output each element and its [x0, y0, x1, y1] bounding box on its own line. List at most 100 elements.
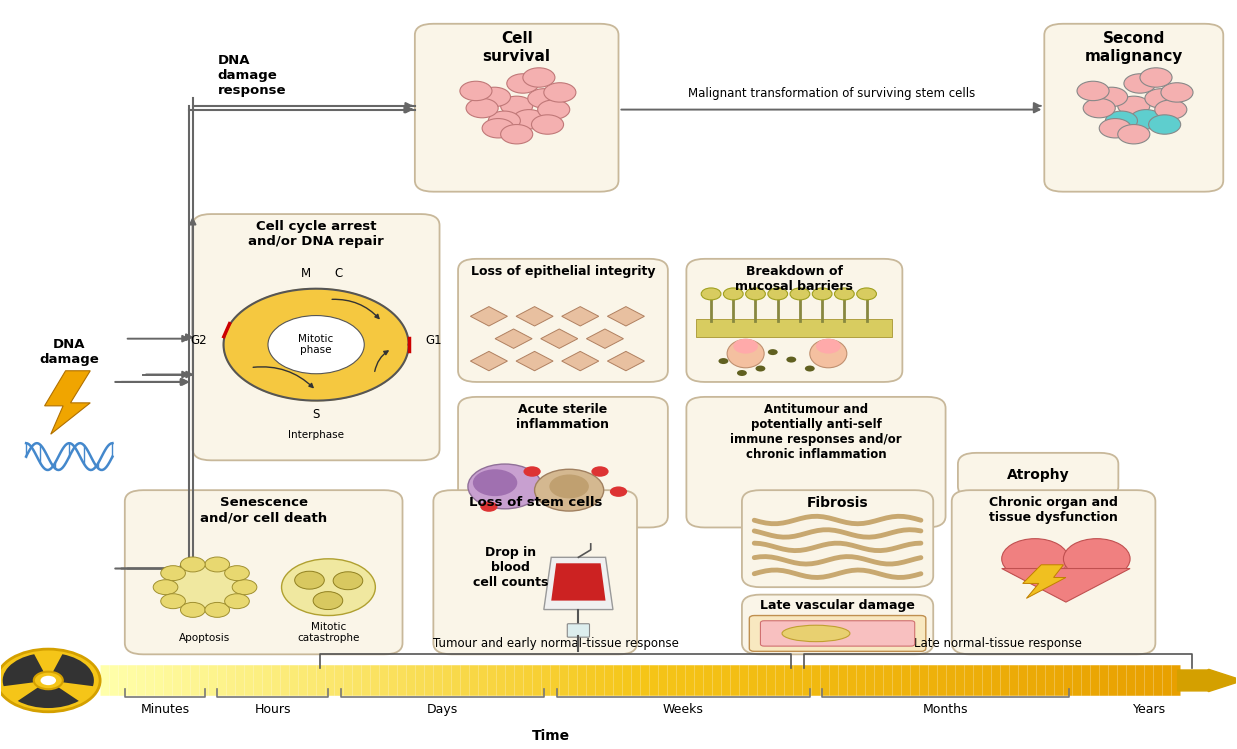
Text: G1: G1 — [426, 334, 442, 348]
FancyBboxPatch shape — [687, 259, 902, 382]
Circle shape — [489, 111, 521, 130]
FancyBboxPatch shape — [951, 490, 1155, 655]
Circle shape — [1064, 539, 1131, 579]
Circle shape — [501, 124, 533, 144]
Circle shape — [1106, 111, 1138, 130]
Ellipse shape — [810, 339, 847, 368]
Circle shape — [1084, 98, 1116, 118]
Circle shape — [538, 100, 570, 119]
Circle shape — [268, 315, 364, 374]
Circle shape — [225, 594, 250, 609]
Circle shape — [591, 467, 609, 476]
Circle shape — [813, 288, 833, 300]
Circle shape — [528, 88, 560, 108]
Circle shape — [161, 594, 186, 609]
Circle shape — [1100, 118, 1132, 138]
Circle shape — [501, 96, 533, 115]
Circle shape — [544, 82, 576, 102]
Circle shape — [0, 649, 100, 712]
Circle shape — [734, 339, 758, 354]
Circle shape — [805, 366, 815, 372]
FancyBboxPatch shape — [193, 214, 439, 461]
FancyBboxPatch shape — [125, 490, 402, 655]
Text: DNA
damage: DNA damage — [40, 338, 99, 366]
FancyBboxPatch shape — [761, 621, 914, 646]
Circle shape — [1131, 109, 1163, 129]
Text: Mitotic
catastrophe: Mitotic catastrophe — [297, 622, 360, 643]
Circle shape — [468, 464, 542, 509]
Circle shape — [513, 109, 546, 129]
Text: Time: Time — [532, 729, 570, 743]
Circle shape — [294, 571, 324, 589]
Circle shape — [768, 349, 778, 355]
Circle shape — [719, 358, 729, 364]
Circle shape — [460, 81, 492, 100]
FancyBboxPatch shape — [742, 595, 933, 655]
Circle shape — [1162, 82, 1192, 102]
Text: M: M — [301, 267, 312, 279]
Circle shape — [479, 87, 511, 106]
Circle shape — [181, 602, 205, 617]
Circle shape — [333, 571, 362, 589]
FancyBboxPatch shape — [458, 397, 668, 527]
Circle shape — [1077, 81, 1110, 100]
Circle shape — [482, 118, 515, 138]
Circle shape — [787, 357, 797, 363]
Circle shape — [1145, 88, 1176, 108]
Text: Loss of epithelial integrity: Loss of epithelial integrity — [471, 265, 656, 278]
Text: Cell cycle arrest
and/or DNA repair: Cell cycle arrest and/or DNA repair — [249, 220, 383, 248]
Polygon shape — [495, 329, 532, 348]
Wedge shape — [17, 680, 79, 708]
Text: Late normal-tissue response: Late normal-tissue response — [914, 637, 1082, 650]
Polygon shape — [552, 563, 606, 601]
Circle shape — [549, 475, 589, 498]
Polygon shape — [607, 306, 644, 326]
FancyBboxPatch shape — [1044, 24, 1223, 192]
Text: Years: Years — [1133, 703, 1165, 716]
Text: Hours: Hours — [255, 703, 291, 716]
Circle shape — [756, 366, 766, 372]
Text: Weeks: Weeks — [663, 703, 704, 716]
FancyBboxPatch shape — [568, 624, 590, 637]
Bar — [696, 318, 893, 337]
Polygon shape — [607, 351, 644, 371]
Text: Chronic organ and
tissue dysfunction: Chronic organ and tissue dysfunction — [990, 496, 1118, 524]
Circle shape — [466, 98, 499, 118]
Polygon shape — [541, 329, 578, 348]
Text: G2: G2 — [190, 334, 207, 348]
FancyBboxPatch shape — [433, 490, 637, 655]
Circle shape — [41, 676, 56, 685]
Circle shape — [1118, 96, 1150, 115]
Circle shape — [737, 370, 747, 376]
Text: Mitotic
phase: Mitotic phase — [298, 334, 334, 356]
Circle shape — [1096, 87, 1128, 106]
Text: Acute sterile
inflammation: Acute sterile inflammation — [517, 403, 610, 431]
Circle shape — [1124, 73, 1157, 93]
Text: Antitumour and
potentially anti-self
immune responses and/or
chronic inflammatio: Antitumour and potentially anti-self imm… — [730, 403, 902, 461]
Circle shape — [835, 288, 855, 300]
Polygon shape — [45, 371, 90, 434]
Circle shape — [480, 501, 497, 512]
Text: Tumour and early normal-tissue response: Tumour and early normal-tissue response — [433, 637, 678, 650]
Polygon shape — [562, 306, 599, 326]
Circle shape — [507, 73, 539, 93]
Wedge shape — [48, 654, 94, 686]
Polygon shape — [516, 351, 553, 371]
Circle shape — [171, 566, 240, 608]
Text: Late vascular damage: Late vascular damage — [761, 599, 915, 612]
Polygon shape — [224, 288, 408, 401]
Polygon shape — [470, 351, 507, 371]
Text: Months: Months — [923, 703, 969, 716]
Polygon shape — [470, 306, 507, 326]
Text: Days: Days — [427, 703, 458, 716]
Circle shape — [768, 288, 788, 300]
Circle shape — [532, 115, 564, 134]
Circle shape — [205, 557, 230, 572]
Circle shape — [153, 580, 178, 595]
Polygon shape — [516, 306, 553, 326]
Circle shape — [33, 672, 63, 689]
Circle shape — [1118, 124, 1150, 144]
Text: Malignant transformation of surviving stem cells: Malignant transformation of surviving st… — [688, 87, 975, 100]
Text: Apoptosis: Apoptosis — [179, 633, 230, 643]
Text: Breakdown of
mucosal barriers: Breakdown of mucosal barriers — [736, 265, 854, 293]
